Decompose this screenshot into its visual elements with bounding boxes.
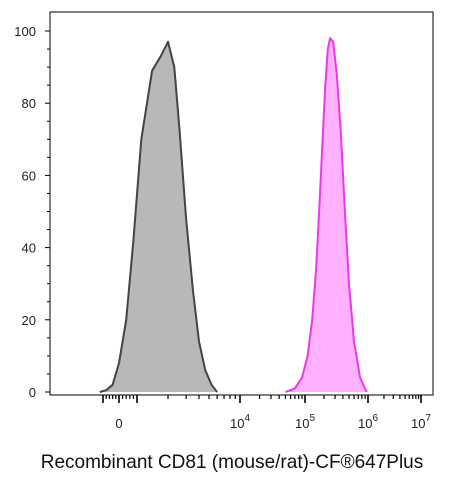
y-tick-label: 80 <box>22 96 36 111</box>
x-tick-label: 105 <box>295 413 315 431</box>
y-tick-label: 60 <box>22 168 36 183</box>
x-tick-label: 107 <box>411 413 431 431</box>
x-axis-label: Recombinant CD81 (mouse/rat)-CF®647Plus <box>40 452 424 473</box>
y-tick-label: 100 <box>14 24 36 39</box>
y-axis: 0 20 40 60 80 100 <box>14 24 50 400</box>
axes-layer <box>49 11 434 396</box>
series-1-fill <box>99 41 218 393</box>
y-tick-label: 20 <box>22 313 36 328</box>
series-layer <box>99 37 368 393</box>
x-tick-label: 104 <box>230 413 250 431</box>
series-2-fill <box>285 38 367 392</box>
x-tick-label: 0 <box>115 416 122 431</box>
y-tick-label: 40 <box>22 241 36 256</box>
plot-frame <box>49 11 434 396</box>
series-2-line <box>285 37 368 393</box>
x-tick-label: 106 <box>358 413 378 431</box>
series-1-line <box>99 40 218 393</box>
x-axis: 0 104 105 106 107 <box>102 395 431 431</box>
y-tick-label: 0 <box>29 385 36 400</box>
